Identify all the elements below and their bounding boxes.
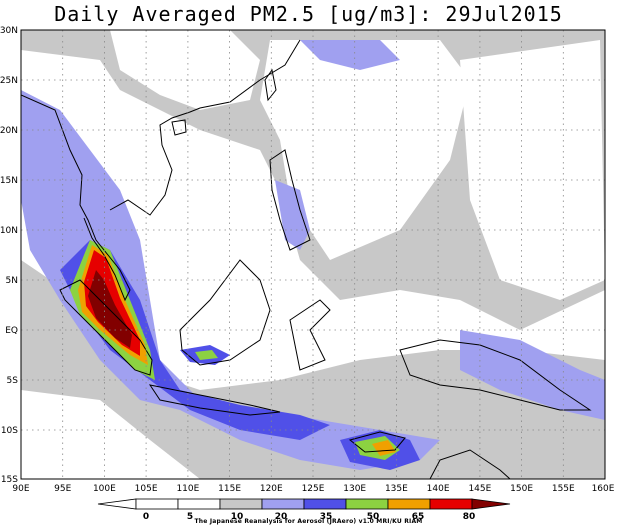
colorbar-left-arrow <box>97 498 137 510</box>
lon-label: 145E <box>468 484 491 494</box>
lat-label: 5S <box>7 376 19 386</box>
field-lightblue-west <box>21 90 440 470</box>
lon-label: 130E <box>343 484 366 494</box>
map-title: Daily Averaged PM2.5 [ug/m3]: 29Jul2015 <box>54 2 563 26</box>
plot-frame <box>20 29 606 480</box>
lat-label: 20N <box>0 126 18 136</box>
coast-philippines <box>269 149 311 251</box>
colorbar-tick: 0 <box>143 512 149 522</box>
colorbar <box>97 498 511 510</box>
colorbar-tick: 5 <box>187 512 193 522</box>
field-orange-timor <box>372 440 396 456</box>
lon-label: 140E <box>427 484 450 494</box>
lon-label: 120E <box>260 484 283 494</box>
colorbar-right-arrow <box>471 498 511 510</box>
colorbar-tick: 35 <box>320 512 333 522</box>
coast-timor <box>348 431 406 453</box>
coast-java <box>148 384 281 416</box>
coast-taiwan <box>264 68 277 102</box>
lon-label: 100E <box>93 484 116 494</box>
field-white-center <box>260 40 470 260</box>
lat-label: 10S <box>1 426 18 436</box>
lon-label: 105E <box>135 484 158 494</box>
lat-label: 30N <box>0 26 18 36</box>
coast-sumatra <box>59 279 153 376</box>
colorbar-tick: 80 <box>463 512 476 522</box>
lat-label: EQ <box>5 326 18 336</box>
field-lightblue-north <box>300 40 400 70</box>
colorbar-segment <box>345 498 389 510</box>
lat-label: 5N <box>6 276 18 286</box>
lon-label: 125E <box>302 484 325 494</box>
lon-label: 160E <box>592 484 615 494</box>
colorbar-tick: 65 <box>412 512 425 522</box>
colorbar-segment <box>177 498 221 510</box>
colorbar-segment <box>261 498 305 510</box>
colorbar-tick: 50 <box>367 512 380 522</box>
field-gray-south <box>21 260 605 479</box>
field-white-north <box>110 30 260 110</box>
field-green-borneo <box>195 350 218 360</box>
coast-australia <box>429 449 511 479</box>
lat-axis-labels: 30N 25N 20N 15N 10N 5N EQ 5S 10S 15S <box>0 26 18 485</box>
lon-label: 110E <box>176 484 199 494</box>
coast-hainan <box>171 119 187 136</box>
lat-label: 15N <box>0 176 18 186</box>
lon-label: 90E <box>12 484 29 494</box>
field-white-east <box>460 40 605 300</box>
colorbar-segment <box>135 498 179 510</box>
colorbar-segment <box>219 498 263 510</box>
lat-label: 10N <box>0 226 18 236</box>
lon-label: 115E <box>218 484 241 494</box>
lat-label: 25N <box>0 76 18 86</box>
colorbar-segment <box>303 498 347 510</box>
field-blue-sumatra <box>60 240 330 440</box>
coast-new-guinea <box>399 339 592 411</box>
lon-label: 150E <box>510 484 533 494</box>
field-lightblue-east <box>460 330 605 420</box>
colorbar-tick: 10 <box>231 512 244 522</box>
coastlines <box>21 39 592 479</box>
credit-line: The Japanese Reanalysis for Aerosol (JRA… <box>194 518 423 525</box>
lon-axis-labels: 90E 95E 100E 105E 110E 115E 120E 125E 13… <box>12 484 614 494</box>
coast-mainland <box>21 39 301 302</box>
lon-label: 155E <box>552 484 575 494</box>
colorbar-segment <box>429 498 473 510</box>
lon-label: 95E <box>54 484 71 494</box>
concentration-field <box>21 30 605 479</box>
lat-label: 15S <box>1 475 18 485</box>
colorbar-segment <box>387 498 431 510</box>
colorbar-tick: 20 <box>275 512 288 522</box>
colorbar-tick-labels: 0 5 10 20 35 50 65 80 <box>143 512 475 522</box>
grid-lines <box>21 30 605 479</box>
field-white-south <box>21 390 200 479</box>
coast-sulawesi <box>289 299 331 371</box>
lon-label: 135E <box>385 484 408 494</box>
field-darkred-sumatra <box>88 270 132 348</box>
